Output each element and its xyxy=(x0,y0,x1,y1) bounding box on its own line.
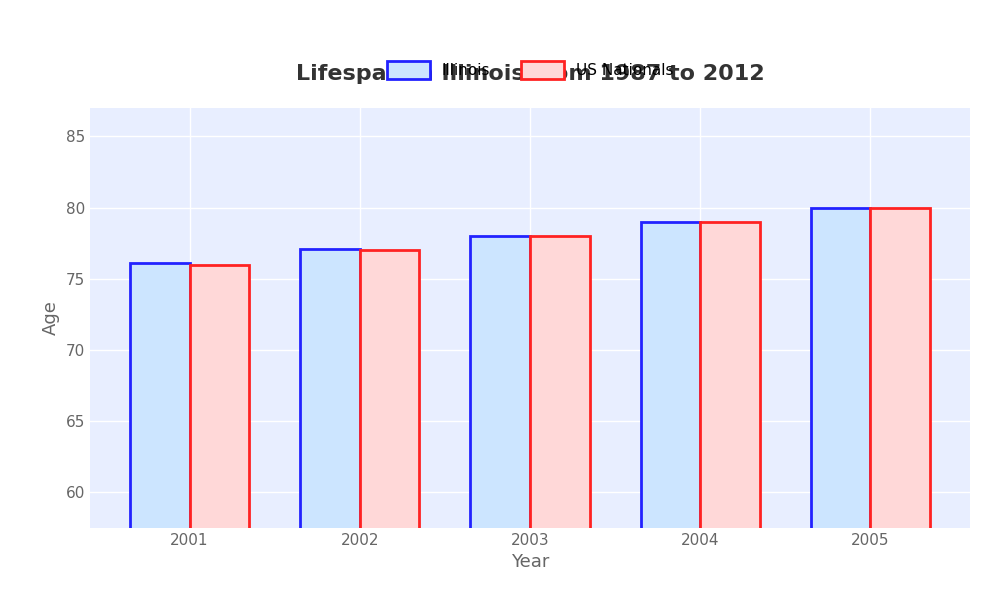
Bar xyxy=(700,222,760,600)
Bar xyxy=(811,208,870,600)
Bar xyxy=(870,208,930,600)
Title: Lifespan in Illinois from 1987 to 2012: Lifespan in Illinois from 1987 to 2012 xyxy=(296,64,764,84)
Bar xyxy=(190,265,249,600)
Bar xyxy=(360,250,419,600)
Bar xyxy=(641,222,700,600)
Y-axis label: Age: Age xyxy=(42,301,60,335)
Bar xyxy=(530,236,590,600)
Bar xyxy=(300,249,360,600)
Bar xyxy=(470,236,530,600)
Legend: Illinois, US Nationals: Illinois, US Nationals xyxy=(387,61,673,79)
Bar xyxy=(130,263,190,600)
X-axis label: Year: Year xyxy=(511,553,549,571)
